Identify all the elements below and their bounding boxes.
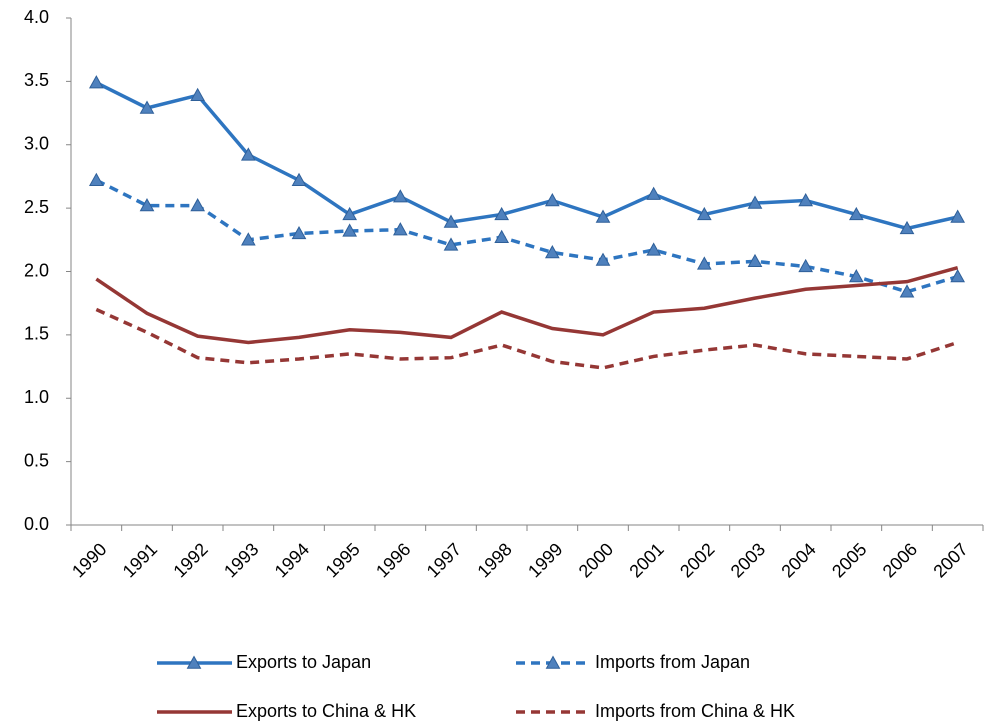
point-marker [443,214,459,228]
point-marker [88,75,104,89]
point-marker [342,206,358,221]
point-marker [950,269,966,283]
point-marker [848,269,864,283]
y-tick-label: 3.5 [24,70,49,90]
y-tick-label: 0.0 [24,514,49,534]
x-tick-label: 2006 [879,539,921,581]
point-marker [392,189,408,203]
y-tick-label: 2.0 [24,260,49,280]
point-marker [88,172,104,186]
y-tick-label: 2.5 [24,197,49,217]
point-marker [798,258,814,273]
point-marker [747,195,763,209]
point-marker [646,242,662,256]
point-marker [494,206,510,221]
point-marker [494,229,510,243]
x-tick-label: 1997 [423,539,465,581]
point-marker [291,172,307,186]
x-tick-label: 1996 [372,539,414,581]
x-tick-label: 2003 [727,539,769,581]
series-line [95,81,959,231]
y-tick-label: 0.5 [24,450,49,470]
point-marker [544,192,560,207]
x-tick-label: 1992 [169,539,211,581]
point-marker [646,186,662,200]
legend-label: Imports from Japan [595,652,750,672]
point-marker [950,209,966,223]
y-tick-label: 3.0 [24,134,49,154]
series-line [95,266,959,345]
point-marker [240,232,256,246]
series-line [95,178,959,294]
y-tick-label: 1.5 [24,324,49,344]
legend-marker [545,655,561,669]
point-marker [899,284,915,298]
point-marker [392,222,408,236]
legend-label: Exports to Japan [236,652,371,672]
x-tick-label: 1994 [271,539,313,581]
point-marker [291,225,307,240]
x-tick-label: 2005 [828,539,870,581]
point-marker [190,198,206,212]
point-marker [240,147,256,161]
point-marker [595,252,611,266]
x-tick-label: 2002 [676,539,718,581]
point-marker [747,253,763,268]
point-marker [139,198,155,212]
point-marker [139,100,155,114]
y-tick-label: 4.0 [24,7,49,27]
point-marker [696,206,712,221]
point-marker [798,192,814,207]
x-tick-label: 1999 [524,539,566,581]
series-line [95,307,959,370]
x-tick-label: 2007 [929,539,971,581]
point-marker [443,237,459,251]
point-marker [595,209,611,223]
y-tick-label: 1.0 [24,387,49,407]
x-tick-label: 2004 [777,539,819,581]
x-tick-label: 1995 [321,539,363,581]
point-marker [848,206,864,221]
x-tick-label: 1990 [68,539,110,581]
point-marker [696,256,712,270]
point-marker [899,220,915,235]
x-tick-label: 2000 [575,539,617,581]
legend-label: Imports from China & HK [595,701,795,721]
x-tick-label: 1998 [473,539,515,581]
x-tick-label: 1991 [119,539,161,581]
point-marker [544,244,560,259]
point-marker [342,223,358,237]
x-tick-label: 1993 [220,539,262,581]
legend-marker [186,655,202,669]
point-marker [190,87,206,102]
x-tick-label: 2001 [625,539,667,581]
legend-label: Exports to China & HK [236,701,416,721]
